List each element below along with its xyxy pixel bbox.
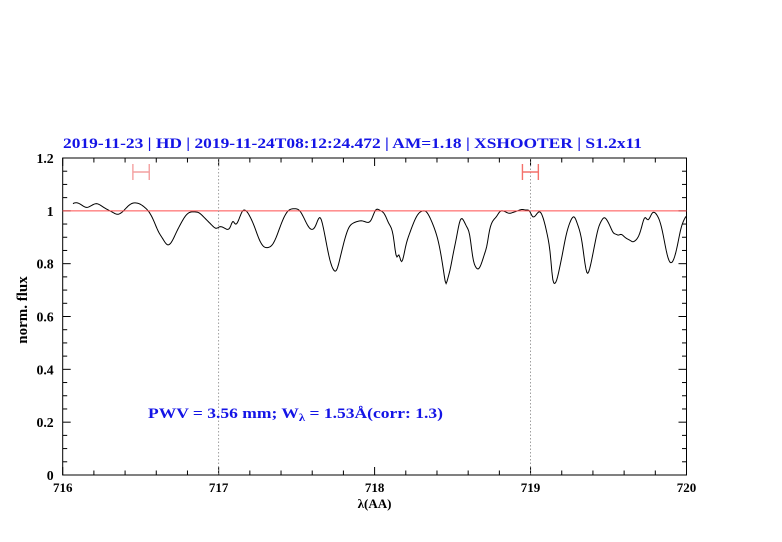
svg-text:720: 720: [677, 480, 697, 495]
svg-text:717: 717: [209, 480, 229, 495]
svg-text:1: 1: [47, 204, 54, 219]
svg-text:0.6: 0.6: [36, 310, 53, 325]
svg-text:0.8: 0.8: [36, 257, 53, 272]
svg-text:2019-11-23 | HD | 2019-11-: 2019-11-23 | HD | 2019-11-24T08:12:24.47…: [63, 136, 642, 152]
svg-text:norm. flux: norm. flux: [15, 276, 31, 344]
svg-text:0: 0: [47, 468, 54, 483]
svg-text:1.2: 1.2: [36, 151, 53, 166]
svg-text:719: 719: [521, 480, 541, 495]
svg-text:716: 716: [53, 480, 73, 495]
svg-text:718: 718: [365, 480, 385, 495]
svg-text:0.4: 0.4: [36, 362, 53, 377]
svg-text:λ(AA): λ(AA): [358, 496, 392, 511]
svg-text:PWV = 3.56 mm; Wλ = 1.53Å(corr: PWV = 3.56 mm; Wλ = 1.53Å(corr: 1.3): [148, 406, 443, 424]
svg-text:0.2: 0.2: [36, 415, 53, 430]
